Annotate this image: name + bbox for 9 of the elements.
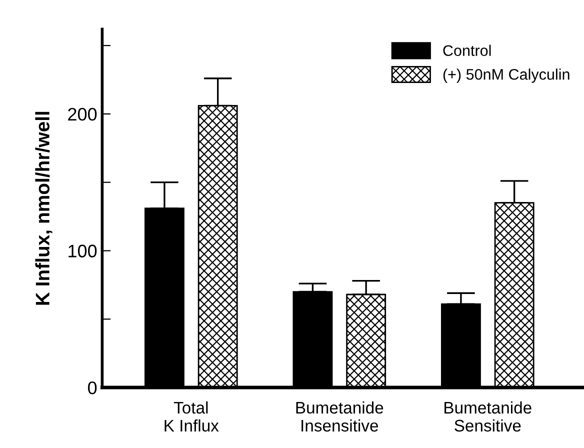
legend-label: Control	[443, 44, 491, 56]
y-tick-label: 0	[88, 381, 97, 394]
x-tick-label: Total K Influx	[164, 401, 219, 432]
legend-label: (+) 50nM Calyculin	[443, 68, 570, 83]
y-tick-label: 200	[68, 108, 97, 121]
y-axis-title: K Influx, nmol/hr/well	[35, 112, 52, 305]
y-tick-label: 100	[68, 244, 97, 258]
x-tick-label: Bumetanide Insensitive	[296, 401, 384, 432]
x-tick-label: Bumetanide Sensitive	[444, 401, 532, 432]
